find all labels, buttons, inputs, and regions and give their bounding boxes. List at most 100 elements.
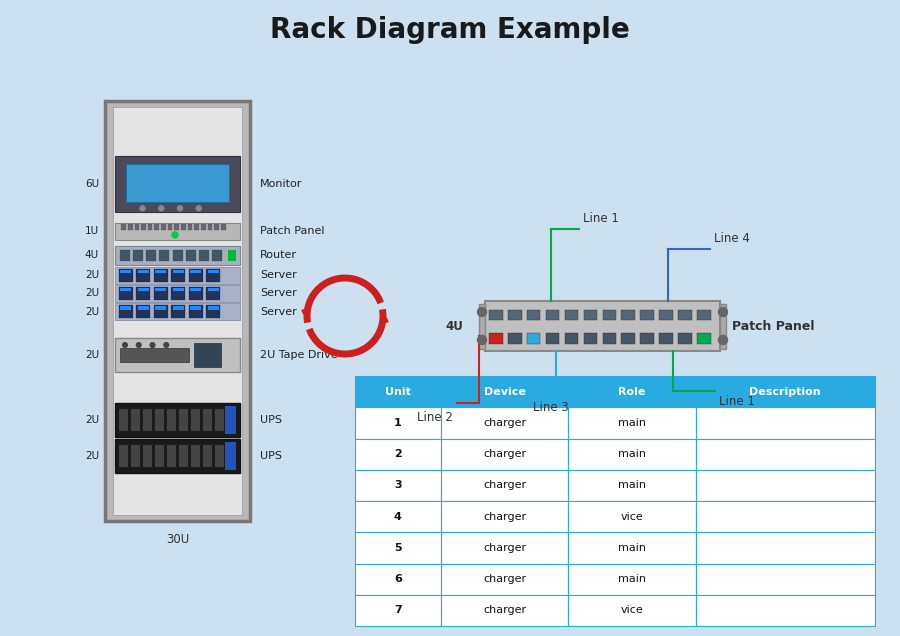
FancyBboxPatch shape <box>508 310 521 320</box>
FancyBboxPatch shape <box>119 410 128 431</box>
FancyBboxPatch shape <box>568 532 696 563</box>
FancyBboxPatch shape <box>130 445 140 467</box>
FancyBboxPatch shape <box>568 376 696 407</box>
Text: Monitor: Monitor <box>260 179 302 189</box>
FancyBboxPatch shape <box>155 288 166 291</box>
FancyBboxPatch shape <box>621 310 635 320</box>
FancyBboxPatch shape <box>166 410 176 431</box>
Circle shape <box>718 307 727 317</box>
Text: UPS: UPS <box>260 451 282 461</box>
FancyBboxPatch shape <box>181 225 185 230</box>
FancyBboxPatch shape <box>202 445 211 467</box>
Circle shape <box>718 336 727 345</box>
FancyBboxPatch shape <box>441 595 568 626</box>
Text: vice: vice <box>620 605 643 616</box>
Text: vice: vice <box>620 511 643 522</box>
FancyBboxPatch shape <box>134 225 140 230</box>
FancyBboxPatch shape <box>167 225 173 230</box>
FancyBboxPatch shape <box>441 501 568 532</box>
FancyBboxPatch shape <box>194 343 221 367</box>
FancyBboxPatch shape <box>115 439 240 473</box>
Text: 2U: 2U <box>85 307 99 317</box>
FancyBboxPatch shape <box>679 333 692 343</box>
FancyBboxPatch shape <box>441 563 568 595</box>
FancyBboxPatch shape <box>698 333 711 343</box>
FancyBboxPatch shape <box>155 270 166 273</box>
FancyBboxPatch shape <box>568 438 696 470</box>
FancyBboxPatch shape <box>208 307 219 310</box>
Circle shape <box>478 307 487 317</box>
FancyBboxPatch shape <box>696 501 875 532</box>
FancyBboxPatch shape <box>119 287 132 300</box>
FancyBboxPatch shape <box>441 438 568 470</box>
FancyBboxPatch shape <box>208 270 219 273</box>
FancyBboxPatch shape <box>696 376 875 407</box>
FancyBboxPatch shape <box>154 269 167 282</box>
FancyBboxPatch shape <box>206 305 220 318</box>
FancyBboxPatch shape <box>189 305 202 318</box>
FancyBboxPatch shape <box>120 270 131 273</box>
Text: charger: charger <box>483 511 526 522</box>
FancyBboxPatch shape <box>166 445 176 467</box>
FancyBboxPatch shape <box>202 410 211 431</box>
Text: Unit: Unit <box>385 387 410 397</box>
FancyBboxPatch shape <box>179 410 187 431</box>
FancyBboxPatch shape <box>355 595 441 626</box>
FancyBboxPatch shape <box>154 287 167 300</box>
FancyBboxPatch shape <box>171 287 185 300</box>
Text: 2U: 2U <box>85 350 99 360</box>
FancyBboxPatch shape <box>115 285 240 301</box>
FancyBboxPatch shape <box>564 310 579 320</box>
Text: charger: charger <box>483 418 526 428</box>
Circle shape <box>164 343 168 347</box>
FancyBboxPatch shape <box>568 501 696 532</box>
FancyBboxPatch shape <box>355 376 441 407</box>
Text: 2U: 2U <box>85 270 99 280</box>
Circle shape <box>122 343 128 347</box>
Text: 2U: 2U <box>85 415 99 425</box>
FancyBboxPatch shape <box>155 410 164 431</box>
FancyBboxPatch shape <box>115 223 240 240</box>
FancyBboxPatch shape <box>545 333 560 343</box>
FancyBboxPatch shape <box>188 225 193 230</box>
FancyBboxPatch shape <box>191 445 200 467</box>
FancyBboxPatch shape <box>568 407 696 438</box>
FancyBboxPatch shape <box>126 163 229 202</box>
Text: Line 1: Line 1 <box>719 395 755 408</box>
FancyBboxPatch shape <box>659 333 673 343</box>
FancyBboxPatch shape <box>526 333 541 343</box>
FancyBboxPatch shape <box>355 438 441 470</box>
Text: 4U: 4U <box>85 251 99 260</box>
FancyBboxPatch shape <box>115 403 240 437</box>
FancyBboxPatch shape <box>441 532 568 563</box>
FancyBboxPatch shape <box>154 305 167 318</box>
FancyBboxPatch shape <box>441 407 568 438</box>
FancyBboxPatch shape <box>159 250 169 261</box>
FancyBboxPatch shape <box>355 532 441 563</box>
Text: Device: Device <box>483 387 526 397</box>
FancyBboxPatch shape <box>568 563 696 595</box>
FancyBboxPatch shape <box>143 445 151 467</box>
FancyBboxPatch shape <box>120 250 130 261</box>
FancyBboxPatch shape <box>355 407 441 438</box>
FancyBboxPatch shape <box>105 101 250 521</box>
FancyBboxPatch shape <box>173 288 184 291</box>
Text: 6U: 6U <box>85 179 99 189</box>
FancyBboxPatch shape <box>568 470 696 501</box>
FancyBboxPatch shape <box>212 250 222 261</box>
FancyBboxPatch shape <box>696 563 875 595</box>
FancyBboxPatch shape <box>119 305 132 318</box>
FancyBboxPatch shape <box>189 269 202 282</box>
FancyBboxPatch shape <box>155 225 159 230</box>
Text: 4U: 4U <box>446 319 463 333</box>
FancyBboxPatch shape <box>173 270 184 273</box>
FancyBboxPatch shape <box>679 310 692 320</box>
FancyBboxPatch shape <box>696 407 875 438</box>
FancyBboxPatch shape <box>119 269 132 282</box>
FancyBboxPatch shape <box>173 250 183 261</box>
Text: 2: 2 <box>394 449 401 459</box>
FancyBboxPatch shape <box>130 410 140 431</box>
FancyBboxPatch shape <box>201 225 205 230</box>
FancyBboxPatch shape <box>115 303 240 321</box>
Circle shape <box>150 343 155 347</box>
